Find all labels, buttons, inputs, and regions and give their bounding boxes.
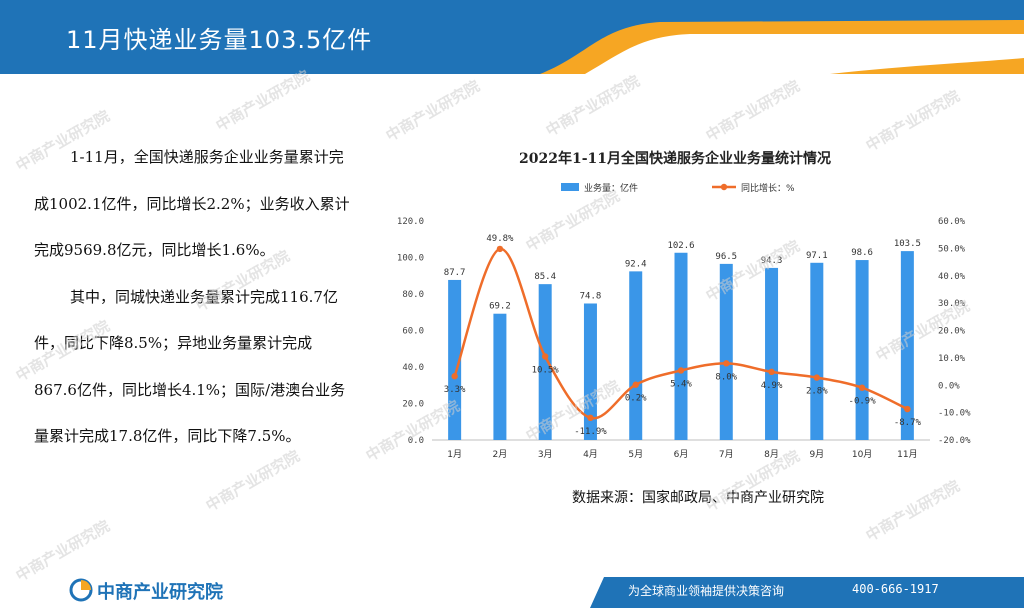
line-data-label: -0.9%	[849, 397, 877, 407]
legend-swatch-bar	[561, 183, 579, 191]
line-data-label: 4.9%	[761, 381, 783, 391]
x-tick-label: 3月	[538, 449, 553, 460]
y-right-tick-label: 30.0%	[938, 299, 966, 309]
bar-data-label: 74.8	[580, 291, 602, 301]
x-tick-label: 9月	[809, 449, 824, 460]
bar	[810, 262, 824, 440]
bar-data-label: 85.4	[534, 272, 556, 282]
footer-bar	[0, 577, 1024, 608]
bar	[765, 267, 779, 440]
line-data-label: 3.3%	[444, 385, 466, 395]
legend-label: 同比增长：%	[741, 182, 795, 194]
y-right-tick-label: 50.0%	[938, 244, 966, 254]
line-point	[496, 245, 504, 253]
y-left-tick-label: 120.0	[397, 217, 424, 227]
x-tick-label: 7月	[719, 449, 734, 460]
y-right-tick-label: 40.0%	[938, 272, 966, 282]
y-left-tick-label: 80.0	[402, 290, 424, 300]
bar-data-label: 103.5	[894, 239, 921, 249]
bar	[493, 313, 507, 440]
line-point	[632, 381, 639, 388]
header-banner	[0, 0, 1024, 74]
chart-title: 2022年1-11月全国快递服务企业业务量统计情况	[519, 151, 831, 167]
line-point	[858, 384, 866, 391]
x-tick-label: 1月	[447, 449, 462, 460]
bar-data-label: 102.6	[667, 241, 694, 251]
bar-data-label: 87.7	[444, 268, 466, 278]
x-tick-label: 2月	[493, 449, 508, 460]
bar-data-label: 69.2	[489, 302, 511, 312]
y-right-tick-label: -10.0%	[938, 409, 971, 419]
x-tick-label: 5月	[628, 449, 643, 460]
x-tick-label: 10月	[852, 449, 872, 460]
bar	[538, 284, 552, 440]
y-right-tick-label: 10.0%	[938, 354, 966, 364]
y-right-tick-label: 20.0%	[938, 327, 966, 337]
bar-data-label: 97.1	[806, 251, 828, 261]
article-body: 1-11月，全国快递服务企业业务量累计完成1002.1亿件，同比增长2.2%；业…	[34, 134, 350, 460]
y-right-tick-label: 60.0%	[938, 217, 966, 227]
line-point	[677, 367, 685, 374]
line-point	[451, 373, 458, 380]
bar	[719, 263, 733, 440]
legend-label: 业务量：亿件	[584, 182, 638, 194]
bar	[900, 251, 914, 440]
bar-data-label: 92.4	[625, 259, 647, 269]
line-data-label: -8.7%	[894, 418, 922, 428]
bar-data-label: 96.5	[715, 252, 737, 262]
source-note: 数据来源：国家邮政局、中商产业研究院	[572, 490, 824, 506]
bar	[674, 252, 688, 440]
line-data-label: -11.9%	[574, 427, 607, 437]
x-tick-label: 11月	[897, 449, 917, 460]
line-point	[904, 405, 911, 413]
line-data-label: 8.0%	[715, 372, 737, 382]
y-left-tick-label: 40.0	[402, 363, 424, 373]
line-point	[813, 374, 821, 381]
line-point	[541, 353, 549, 360]
line-data-label: 2.8%	[806, 387, 828, 397]
y-right-tick-label: -20.0%	[938, 436, 971, 446]
line-data-label: 5.4%	[670, 379, 692, 389]
footer-logo-text: 中商产业研究院	[97, 582, 223, 603]
bar	[629, 271, 643, 440]
footer-phone: 400-666-1917	[852, 582, 939, 596]
header-white-wave	[585, 34, 1024, 74]
line-point	[723, 360, 730, 367]
article-paragraph: 1-11月，全国快递服务企业业务量累计完成1002.1亿件，同比增长2.2%；业…	[34, 148, 350, 259]
y-left-tick-label: 0.0	[408, 436, 424, 446]
bar	[855, 260, 869, 440]
bar	[583, 303, 597, 440]
y-left-tick-label: 20.0	[402, 400, 424, 410]
line-data-label: 49.8%	[486, 234, 514, 244]
line-point	[768, 368, 775, 376]
article-paragraph: 其中，同城快递业务量累计完成116.7亿件，同比下降8.5%；异地业务量累计完成…	[34, 287, 346, 446]
footer-blue-band	[590, 577, 1024, 608]
x-tick-label: 4月	[583, 449, 598, 460]
bar-data-label: 94.3	[761, 256, 783, 266]
growth-line	[453, 247, 908, 420]
logo-icon	[69, 578, 93, 602]
page-title: 11月快递业务量103.5亿件	[66, 26, 373, 54]
x-tick-label: 8月	[764, 449, 779, 460]
footer-slogan: 为全球商业领袖提供决策咨询	[628, 584, 785, 598]
bar-data-label: 98.6	[851, 248, 873, 258]
line-point	[587, 414, 594, 422]
y-left-tick-label: 60.0	[402, 327, 424, 337]
bar	[448, 279, 462, 440]
legend-swatch-point	[720, 183, 728, 191]
y-right-tick-label: 0.0%	[938, 381, 960, 391]
line-data-label: 0.2%	[625, 394, 647, 404]
x-tick-label: 6月	[674, 449, 689, 460]
line-data-label: 10.5%	[532, 366, 560, 376]
y-left-tick-label: 100.0	[397, 254, 424, 264]
